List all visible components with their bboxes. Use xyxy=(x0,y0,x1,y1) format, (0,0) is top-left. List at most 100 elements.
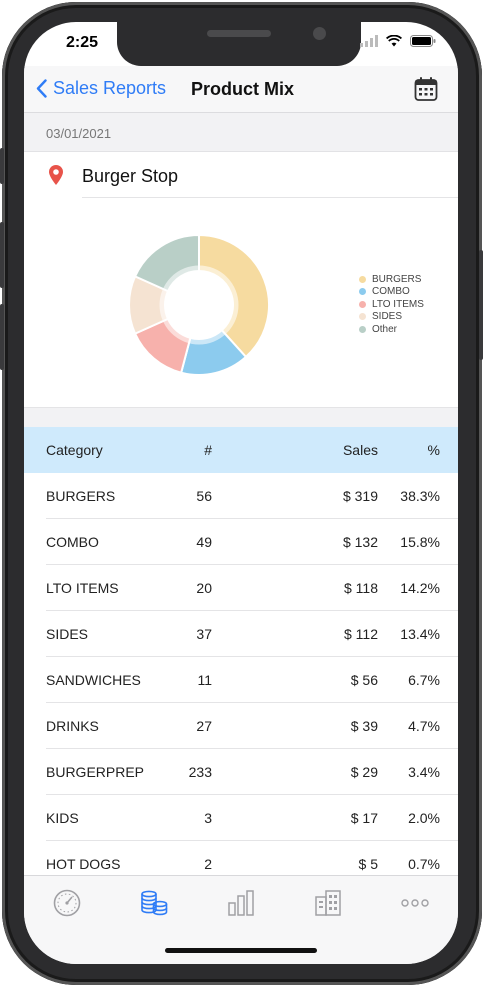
location-row[interactable]: Burger Stop xyxy=(24,152,458,198)
row-count: 2 xyxy=(204,856,212,872)
legend-label: SIDES xyxy=(372,311,403,323)
row-sales: $ 39 xyxy=(350,718,378,734)
tab-reports[interactable] xyxy=(224,886,258,920)
row-percent: 13.4% xyxy=(400,626,440,642)
row-sales: $ 132 xyxy=(342,534,378,550)
calendar-button[interactable] xyxy=(414,76,438,107)
chevron-left-icon xyxy=(36,79,47,98)
table-row[interactable]: SANDWICHES 11 $ 56 6.7% xyxy=(24,657,458,703)
home-indicator xyxy=(165,948,317,953)
pie-slice-other xyxy=(133,233,200,293)
header-percent: % xyxy=(427,442,440,458)
status-time: 2:25 xyxy=(66,34,99,51)
navigation-bar: Sales Reports Product Mix xyxy=(24,66,458,113)
table-row[interactable]: SIDES 37 $ 112 13.4% xyxy=(24,611,458,657)
row-divider xyxy=(46,610,458,611)
table-row[interactable]: BURGERS 56 $ 319 38.3% xyxy=(24,473,458,519)
tab-dashboard[interactable] xyxy=(50,886,84,920)
table-row[interactable]: HOT DOGS 2 $ 5 0.7% xyxy=(24,841,458,875)
back-button[interactable]: Sales Reports xyxy=(36,78,166,99)
row-sales: $ 56 xyxy=(350,672,378,688)
legend-label: Other xyxy=(372,323,398,335)
row-count: 27 xyxy=(196,718,212,734)
bar-chart-icon xyxy=(228,890,254,916)
legend-item: SIDES xyxy=(359,311,424,324)
screen: 2:25 Sales Reports Product Mix xyxy=(24,22,458,964)
row-divider xyxy=(46,656,458,657)
row-category: LTO ITEMS xyxy=(46,580,119,596)
row-percent: 14.2% xyxy=(400,580,440,596)
row-divider xyxy=(46,748,458,749)
row-sales: $ 5 xyxy=(358,856,378,872)
row-count: 11 xyxy=(197,672,212,688)
dashboard-gauge-icon xyxy=(53,889,81,917)
row-divider xyxy=(46,702,458,703)
row-percent: 2.0% xyxy=(408,810,440,826)
row-count: 56 xyxy=(196,488,212,504)
volume-down-button xyxy=(0,304,4,370)
row-divider xyxy=(46,564,458,565)
notch xyxy=(117,22,361,66)
tab-sales[interactable] xyxy=(137,886,171,920)
tab-more[interactable] xyxy=(398,886,432,920)
legend-swatch xyxy=(359,288,366,296)
row-category: DRINKS xyxy=(46,718,99,734)
header-category: Category xyxy=(46,442,103,458)
legend-swatch xyxy=(359,300,366,308)
table-row[interactable]: BURGERPREP 233 $ 29 3.4% xyxy=(24,749,458,795)
signal-icon xyxy=(360,34,378,52)
table-row[interactable]: DRINKS 27 $ 39 4.7% xyxy=(24,703,458,749)
back-label: Sales Reports xyxy=(53,78,167,98)
legend-swatch xyxy=(359,325,366,333)
tab-locations[interactable] xyxy=(311,886,345,920)
row-count: 37 xyxy=(196,626,212,642)
row-category: SANDWICHES xyxy=(46,672,141,688)
header-count: # xyxy=(204,442,212,458)
mute-switch xyxy=(0,148,4,184)
section-gap xyxy=(24,407,458,428)
building-icon xyxy=(315,890,341,916)
table-body: BURGERS 56 $ 319 38.3% COMBO 49 $ 132 15.8% LTO … xyxy=(24,473,458,875)
legend-item: COMBO xyxy=(359,286,424,299)
legend-swatch xyxy=(359,313,366,321)
location-pin-icon xyxy=(48,164,64,191)
row-percent: 15.8% xyxy=(400,534,440,550)
row-count: 3 xyxy=(204,810,212,826)
donut-chart xyxy=(128,233,270,376)
row-category: BURGERPREP xyxy=(46,764,145,780)
power-button xyxy=(479,250,483,360)
row-category: HOT DOGS xyxy=(46,856,121,872)
row-sales: $ 319 xyxy=(342,488,378,504)
table-row[interactable]: LTO ITEMS 20 $ 118 14.2% xyxy=(24,565,458,611)
report-date: 03/01/2021 xyxy=(46,126,112,141)
row-divider xyxy=(46,518,458,519)
location-name: Burger Stop xyxy=(82,166,179,186)
row-sales: $ 112 xyxy=(344,626,378,642)
status-icons xyxy=(360,34,436,52)
legend-label: LTO ITEMS xyxy=(372,298,424,310)
front-camera xyxy=(313,27,326,40)
row-divider xyxy=(46,794,458,795)
row-sales: $ 118 xyxy=(344,580,378,596)
divider xyxy=(82,197,458,198)
row-category: SIDES xyxy=(46,626,89,642)
calendar-icon xyxy=(414,77,438,101)
legend-item: Other xyxy=(359,323,424,336)
header-sales: Sales xyxy=(342,442,378,458)
table-row[interactable]: KIDS 3 $ 17 2.0% xyxy=(24,795,458,841)
speaker-grille xyxy=(207,30,271,37)
product-mix-chart: BURGERS COMBO LTO ITEMS SIDES Other xyxy=(24,199,458,407)
row-sales: $ 17 xyxy=(350,810,378,826)
wifi-icon xyxy=(385,34,403,52)
date-bar: 03/01/2021 xyxy=(24,113,458,152)
legend-item: LTO ITEMS xyxy=(359,298,424,311)
row-category: BURGERS xyxy=(46,488,116,504)
legend-item: BURGERS xyxy=(359,273,424,286)
legend-label: COMBO xyxy=(372,286,410,298)
chart-legend: BURGERS COMBO LTO ITEMS SIDES Other xyxy=(359,273,424,336)
more-dots-icon xyxy=(401,899,429,907)
row-count: 233 xyxy=(188,764,212,780)
battery-icon xyxy=(410,34,436,52)
row-count: 49 xyxy=(196,534,212,550)
table-row[interactable]: COMBO 49 $ 132 15.8% xyxy=(24,519,458,565)
